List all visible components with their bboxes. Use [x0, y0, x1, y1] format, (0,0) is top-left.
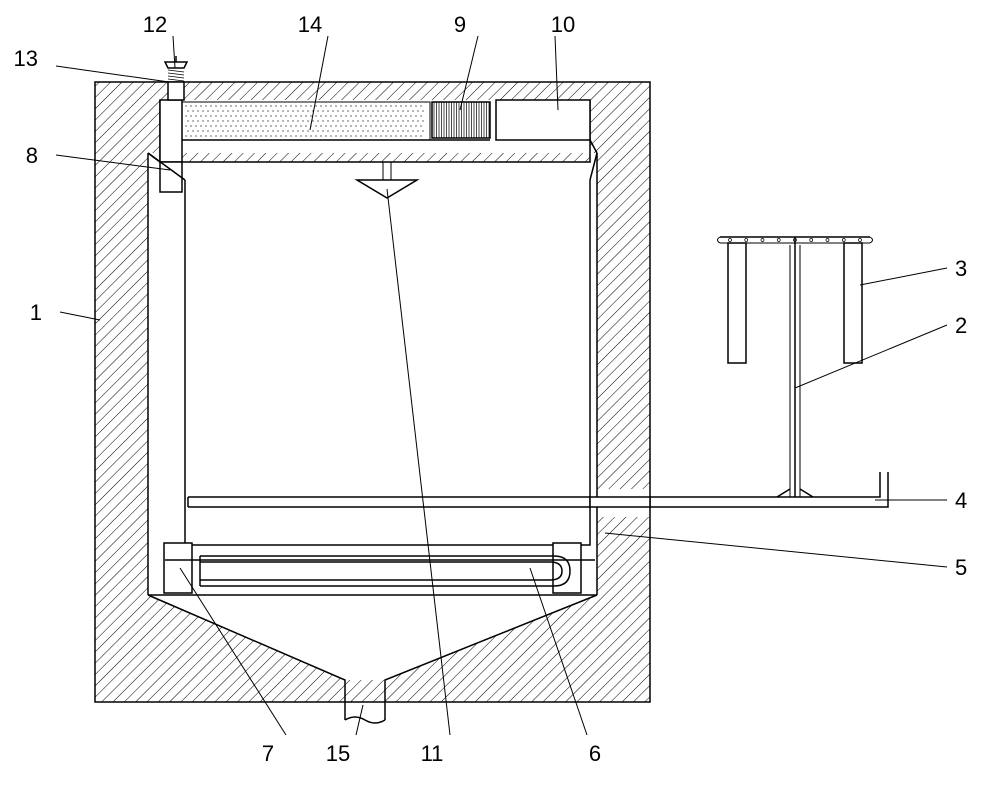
technical-diagram: 123456789101112131415: [0, 0, 1000, 789]
label-8: 8: [26, 143, 38, 168]
label-13: 13: [14, 46, 38, 71]
label-3: 3: [955, 256, 967, 281]
label-5: 5: [955, 555, 967, 580]
label-14: 14: [298, 12, 322, 37]
label-4: 4: [955, 488, 967, 513]
label-10: 10: [551, 12, 575, 37]
label-15: 15: [326, 741, 350, 766]
label-11: 11: [421, 741, 444, 766]
label-6: 6: [589, 741, 601, 766]
label-1: 1: [30, 300, 42, 325]
label-7: 7: [262, 741, 274, 766]
label-12: 12: [143, 12, 167, 37]
label-9: 9: [454, 12, 466, 37]
label-2: 2: [955, 313, 967, 338]
